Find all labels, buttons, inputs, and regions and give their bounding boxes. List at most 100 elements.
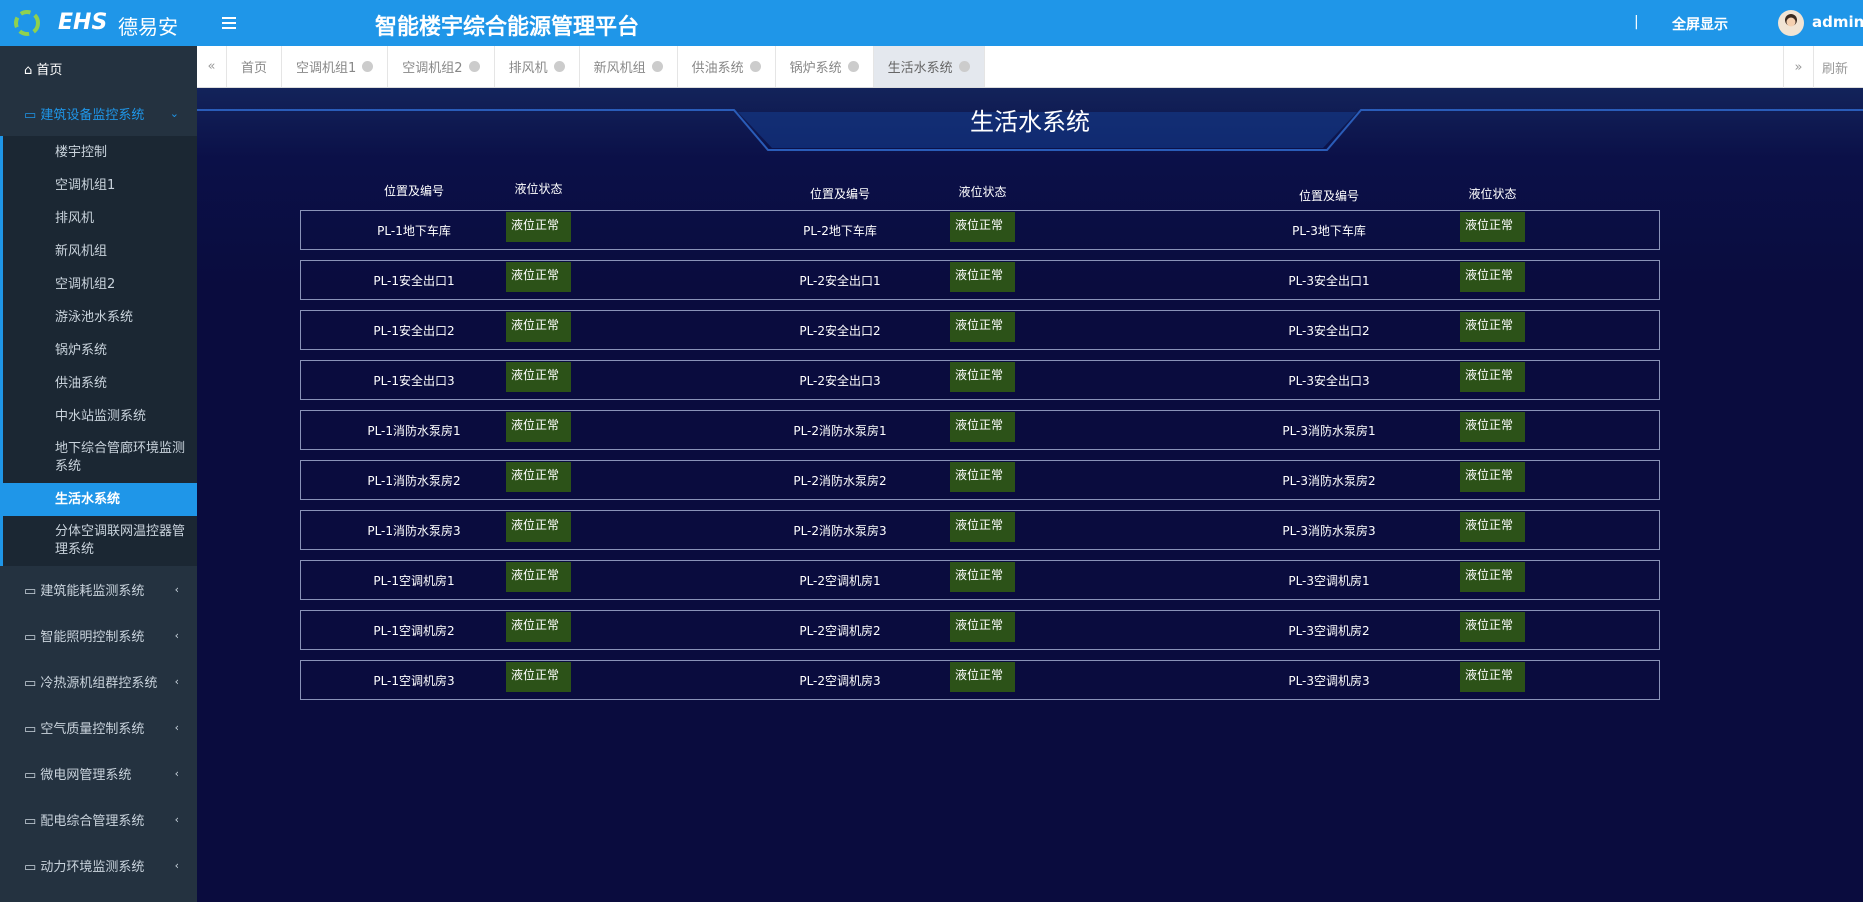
nav-group-label: ▭ 微电网管理系统: [24, 767, 132, 783]
logo-text: EHS: [58, 10, 108, 35]
location-label: PL-3安全出口1: [1288, 274, 1370, 288]
status-badge: 液位正常: [506, 462, 571, 492]
tab[interactable]: 锅炉系统: [776, 46, 874, 87]
nav-group[interactable]: ▭ 冷热源机组群控系统 ‹: [0, 658, 197, 704]
nav-group-label: ▭ 建筑能耗监测系统: [24, 583, 145, 599]
nav-item[interactable]: 分体空调联网温控器管理系统: [55, 524, 186, 557]
nav-item[interactable]: 地下综合管廊环境监测系统: [55, 441, 186, 474]
nav-item[interactable]: 楼宇控制: [55, 144, 108, 160]
location-label: PL-2空调机房3: [799, 674, 881, 688]
location-label: PL-2安全出口1: [799, 274, 881, 288]
nav-home[interactable]: ⌂ 首页: [24, 62, 63, 78]
location-label: PL-1安全出口3: [373, 374, 455, 388]
nav-group-arrow: ‹: [174, 674, 179, 688]
status-badge: 液位正常: [1460, 512, 1525, 542]
status-badge: 液位正常: [950, 362, 1015, 392]
header: EHS 德易安 智能楼宇综合能源管理平台 | 全屏显示 admin: [0, 0, 1863, 46]
column-header: 位置及编号: [383, 184, 444, 198]
tab-close[interactable]: [468, 61, 480, 72]
nav-item[interactable]: 中水站监测系统: [55, 408, 147, 424]
location-label: PL-3地下车库: [1292, 224, 1366, 238]
tab-list: 首页 空调机组1 空调机组2 排风机 新风机组 供油系统 锅炉系统 生活水系统: [227, 46, 985, 87]
tab-close[interactable]: [362, 61, 374, 72]
column-header: 液位状态: [1468, 187, 1517, 201]
location-label: PL-2空调机房1: [799, 574, 881, 588]
tab[interactable]: 新风机组: [580, 46, 678, 87]
nav-item[interactable]: 空调机组1: [55, 177, 116, 193]
nav-group[interactable]: ▭ 空气质量控制系统 ‹: [0, 704, 197, 750]
table-row: [300, 660, 1660, 700]
location-label: PL-1安全出口1: [373, 274, 455, 288]
tab-label: 首页: [241, 61, 268, 76]
title-banner: [197, 109, 1863, 151]
nav-group-arrow: ‹: [174, 628, 179, 642]
table-row: [300, 510, 1660, 550]
nav-item[interactable]: 锅炉系统: [55, 342, 108, 358]
location-label: PL-3消防水泵房1: [1282, 424, 1376, 438]
tab-close[interactable]: [749, 61, 761, 72]
table-row: [300, 410, 1660, 450]
table-row: [300, 460, 1660, 500]
nav-item[interactable]: 供油系统: [55, 375, 108, 391]
nav-group[interactable]: ▭ 动力环境监测系统 ‹: [0, 842, 197, 888]
status-badge: 液位正常: [950, 312, 1015, 342]
app-title: 智能楼宇综合能源管理平台: [375, 15, 640, 40]
nav-item[interactable]: 新风机组: [55, 243, 108, 259]
nav-item[interactable]: 生活水系统: [3, 483, 197, 516]
tab[interactable]: 供油系统: [678, 46, 776, 87]
location-label: PL-2地下车库: [803, 224, 877, 238]
refresh-button[interactable]: 刷新: [1813, 46, 1863, 88]
nav-group[interactable]: ▭ 建筑设备监控系统 ⌄: [0, 90, 197, 136]
tab[interactable]: 空调机组1: [282, 46, 389, 87]
location-label: PL-1消防水泵房3: [367, 524, 461, 538]
status-badge: 液位正常: [950, 212, 1015, 242]
status-badge: 液位正常: [1460, 412, 1525, 442]
fullscreen-button[interactable]: 全屏显示: [1672, 17, 1728, 33]
status-badge: 液位正常: [506, 312, 571, 342]
nav-group-arrow: ‹: [174, 720, 179, 734]
status-badge: 液位正常: [1460, 462, 1525, 492]
tab-scroll-left[interactable]: «: [197, 46, 227, 87]
tab[interactable]: 首页: [227, 46, 283, 87]
location-label: PL-3空调机房2: [1288, 624, 1370, 638]
table-row: [300, 310, 1660, 350]
username[interactable]: admin: [1812, 13, 1863, 31]
location-label: PL-3安全出口3: [1288, 374, 1370, 388]
nav-group[interactable]: ▭ 配电综合管理系统 ‹: [0, 796, 197, 842]
tab-label: 生活水系统: [887, 61, 953, 76]
nav-group[interactable]: ▭ 建筑能耗监测系统 ‹: [0, 566, 197, 612]
tab[interactable]: 生活水系统: [873, 46, 985, 87]
tab[interactable]: 排风机: [495, 46, 580, 87]
status-badge: 液位正常: [950, 662, 1015, 692]
tab-scroll-right[interactable]: »: [1783, 46, 1813, 88]
status-badge: 液位正常: [506, 662, 571, 692]
tab-close[interactable]: [847, 61, 859, 72]
nav-group-arrow: ‹: [174, 858, 179, 872]
status-badge: 液位正常: [950, 462, 1015, 492]
tab-close[interactable]: [651, 61, 663, 72]
tab[interactable]: 空调机组2: [388, 46, 495, 87]
status-badge: 液位正常: [1460, 612, 1525, 642]
nav-group-label: ▭ 动力环境监测系统: [24, 859, 145, 875]
location-label: PL-3消防水泵房3: [1282, 524, 1376, 538]
status-badge: 液位正常: [1460, 262, 1525, 292]
status-badge: 液位正常: [506, 612, 571, 642]
logo-icon: [14, 10, 40, 36]
nav-group[interactable]: ▭ 智能照明控制系统 ‹: [0, 612, 197, 658]
nav-group[interactable]: ▭ 微电网管理系统 ‹: [0, 750, 197, 796]
menu-toggle[interactable]: [222, 16, 238, 30]
status-badge: 液位正常: [506, 562, 571, 592]
nav-item[interactable]: 排风机: [55, 210, 95, 226]
avatar[interactable]: [1778, 10, 1804, 36]
nav-group-arrow: ‹: [174, 582, 179, 596]
tab-label: 新风机组: [593, 61, 646, 76]
nav-group-label: ▭ 智能照明控制系统: [24, 629, 145, 645]
location-label: PL-2安全出口2: [799, 324, 881, 338]
tab-close[interactable]: [958, 61, 970, 72]
status-badge: 液位正常: [950, 262, 1015, 292]
location-label: PL-1空调机房2: [373, 624, 455, 638]
location-label: PL-2消防水泵房2: [793, 474, 887, 488]
tab-close[interactable]: [553, 61, 565, 72]
nav-item[interactable]: 游泳池水系统: [55, 309, 134, 325]
nav-item[interactable]: 空调机组2: [55, 276, 116, 292]
